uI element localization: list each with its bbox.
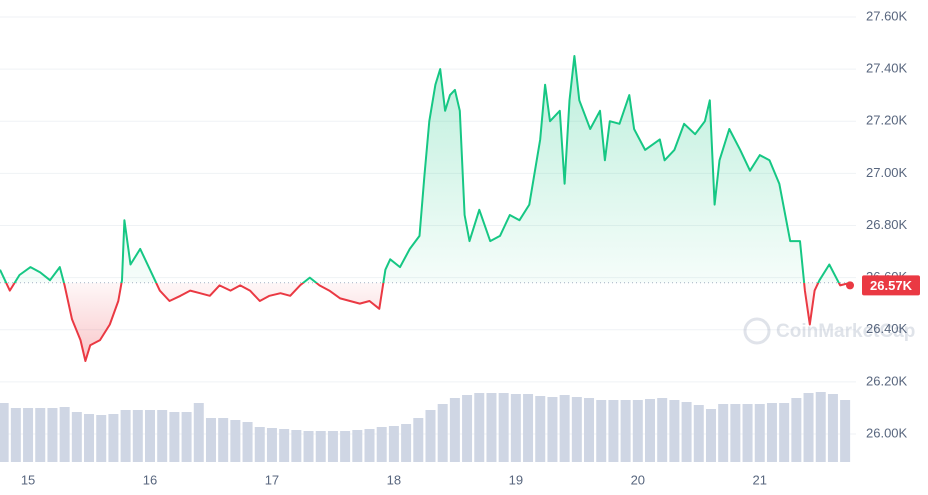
volume-bar [730, 404, 741, 462]
volume-bar [59, 407, 70, 462]
volume-bar [266, 428, 277, 462]
volume-bar [718, 404, 729, 462]
volume-bar [840, 400, 851, 462]
watermark-logo [743, 317, 771, 345]
x-tick-label: 19 [509, 472, 523, 487]
volume-bar [401, 424, 412, 462]
x-tick-label: 21 [753, 472, 767, 487]
volume-bar [754, 404, 765, 462]
volume-bar [23, 408, 34, 462]
volume-bar [218, 418, 229, 462]
volume-bar [71, 412, 82, 462]
price-area [0, 56, 850, 361]
volume-bar [486, 393, 497, 462]
volume-bar [608, 400, 619, 462]
x-tick-label: 18 [387, 472, 401, 487]
volume-bar [766, 403, 777, 462]
volume-bar [230, 420, 241, 462]
volume-bar [596, 400, 607, 462]
volume-bar [681, 402, 692, 462]
volume-bar [10, 408, 21, 462]
volume-bar [254, 427, 265, 462]
volume-bar [474, 393, 485, 462]
volume-bar [510, 394, 521, 462]
y-tick-label: 27.00K [866, 165, 908, 180]
volume-bar [96, 415, 107, 462]
volume-bar [425, 410, 436, 462]
x-tick-label: 17 [265, 472, 279, 487]
watermark: CoinMarketCap [743, 317, 915, 345]
watermark-text: CoinMarketCap [776, 321, 915, 342]
y-tick-label: 27.60K [866, 8, 908, 23]
volume-bar [205, 418, 216, 462]
volume-bar [413, 418, 424, 462]
volume-bar [547, 397, 558, 462]
volume-bar [0, 403, 9, 462]
volume-bar [181, 412, 192, 462]
volume-bar [47, 408, 58, 462]
volume-bar [388, 426, 399, 462]
volume-bar [364, 429, 375, 462]
volume-bar [242, 422, 253, 462]
volume-bar [132, 410, 143, 462]
y-tick-label: 26.20K [866, 373, 908, 388]
volume-bar [791, 398, 802, 462]
volume-bar [498, 393, 509, 462]
volume-bar [352, 430, 363, 462]
volume-bar [157, 410, 168, 462]
volume-bar [742, 404, 753, 462]
y-tick-label: 26.80K [866, 217, 908, 232]
volume-bar [437, 404, 448, 462]
y-tick-label: 27.40K [866, 61, 908, 76]
last-price-label: 26.57K [870, 278, 913, 293]
volume-bar [632, 400, 643, 462]
volume-bar [620, 400, 631, 462]
volume-bar [303, 431, 314, 462]
volume-bars [0, 392, 851, 462]
volume-bar [779, 403, 790, 462]
volume-bar [669, 400, 680, 462]
volume-bar [827, 394, 838, 462]
y-tick-label: 26.00K [866, 425, 908, 440]
volume-bar [35, 408, 46, 462]
x-tick-label: 16 [143, 472, 157, 487]
volume-bar [449, 398, 460, 462]
volume-bar [279, 429, 290, 462]
volume-bar [571, 397, 582, 462]
last-price-box [862, 275, 920, 296]
volume-bar [693, 405, 704, 462]
volume-bar [523, 394, 534, 462]
volume-bar [462, 395, 473, 462]
volume-bar [559, 395, 570, 462]
volume-bar [291, 430, 302, 462]
volume-bar [169, 412, 180, 462]
volume-bar [376, 427, 387, 462]
x-tick-label: 20 [631, 472, 645, 487]
volume-bar [815, 392, 826, 462]
volume-bar [193, 403, 204, 462]
y-tick-label: 27.20K [866, 113, 908, 128]
volume-bar [584, 398, 595, 462]
volume-bar [145, 410, 155, 462]
volume-bar [340, 431, 351, 462]
volume-bar [315, 431, 326, 462]
volume-bar [705, 409, 716, 462]
volume-bar [657, 398, 668, 462]
price-line [0, 55, 851, 362]
last-price-dot [846, 281, 854, 290]
y-tick-label: 26.40K [866, 321, 908, 336]
x-tick-label: 15 [21, 472, 35, 487]
volume-bar [120, 410, 131, 462]
volume-bar [535, 396, 546, 462]
volume-bar [84, 414, 95, 462]
volume-bar [645, 399, 655, 462]
volume-bar [108, 414, 119, 462]
volume-bar [327, 431, 338, 462]
volume-bar [803, 393, 814, 462]
